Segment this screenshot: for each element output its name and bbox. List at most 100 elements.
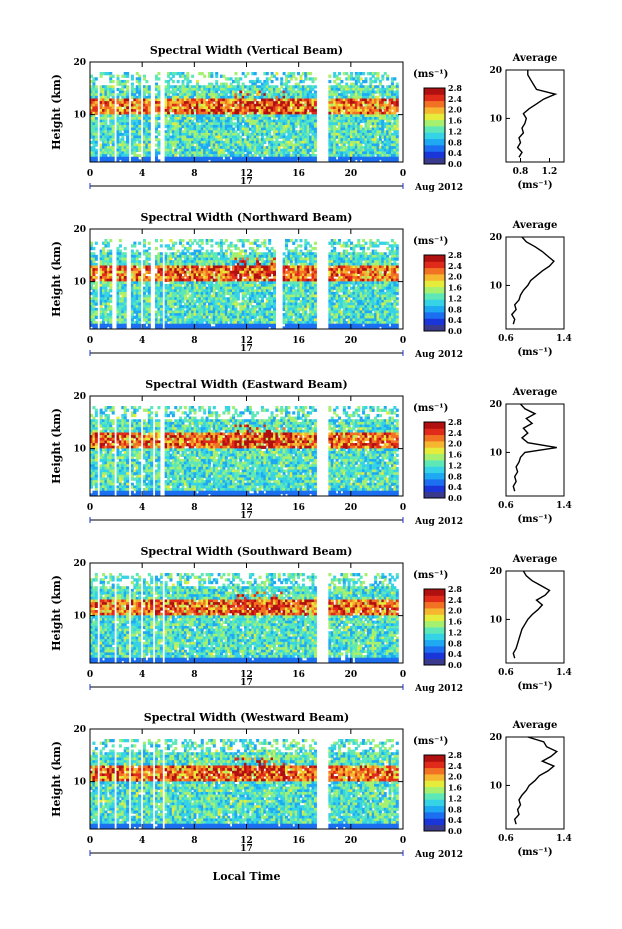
heatmap-cell xyxy=(169,122,173,126)
heatmap-cell xyxy=(207,127,211,131)
heatmap-cell xyxy=(227,154,231,158)
heatmap-cell xyxy=(210,82,214,86)
heatmap-cell xyxy=(183,154,187,158)
heatmap-cell xyxy=(224,321,228,325)
heatmap-cell xyxy=(350,146,354,150)
heatmap-cell xyxy=(222,140,226,145)
heatmap-cell xyxy=(186,117,190,121)
heatmap-cell xyxy=(106,111,110,115)
heatmap-cell xyxy=(181,154,185,158)
heatmap-cell xyxy=(381,130,385,134)
heatmap-cell xyxy=(198,156,202,160)
heatmap-cell xyxy=(253,122,257,126)
heatmap-cell xyxy=(395,103,399,108)
heatmap-cell xyxy=(186,114,190,118)
heatmap-cell xyxy=(263,79,267,84)
heatmap-cell xyxy=(195,260,199,264)
heatmap-cell xyxy=(99,305,103,309)
heatmap-cell xyxy=(142,114,146,118)
heatmap-cell xyxy=(215,278,219,282)
heatmap-cell xyxy=(362,101,366,105)
heatmap-cell xyxy=(287,151,291,155)
heatmap-cell xyxy=(224,106,228,110)
heatmap-cell xyxy=(270,156,274,160)
heatmap-cell xyxy=(236,159,240,162)
heatmap-cell xyxy=(229,109,233,113)
heatmap-cell xyxy=(205,278,209,282)
heatmap-cell xyxy=(212,297,216,301)
heatmap-cell xyxy=(224,307,228,312)
heatmap-cell xyxy=(118,307,122,312)
heatmap-cell xyxy=(330,114,334,118)
heatmap-cell xyxy=(297,72,301,76)
heatmap-cell xyxy=(138,130,142,134)
heatmap-cell xyxy=(145,305,149,309)
heatmap-cell xyxy=(289,109,293,113)
heatmap-cell xyxy=(393,132,397,137)
heatmap-cell xyxy=(106,72,110,76)
heatmap-cell xyxy=(217,95,221,100)
heatmap-cell xyxy=(299,156,303,160)
heatmap-cell xyxy=(215,326,219,329)
heatmap-cell xyxy=(138,79,142,84)
heatmap-cell xyxy=(116,87,120,92)
heatmap-cell xyxy=(174,119,178,123)
heatmap-cell xyxy=(272,119,276,123)
heatmap-cell xyxy=(198,302,202,306)
heatmap-cell xyxy=(169,297,173,301)
heatmap-cell xyxy=(102,299,106,304)
heatmap-cell xyxy=(90,74,94,78)
heatmap-cell xyxy=(212,140,216,145)
heatmap-cell xyxy=(289,117,293,121)
heatmap-cell xyxy=(253,95,257,100)
heatmap-cell xyxy=(313,148,317,153)
heatmap-cell xyxy=(191,302,195,306)
heatmap-cell xyxy=(171,106,175,110)
heatmap-cell xyxy=(155,124,159,129)
heatmap-cell xyxy=(183,98,187,102)
heatmap-cell xyxy=(287,146,291,150)
heatmap-cell xyxy=(200,109,204,113)
heatmap-cell xyxy=(258,143,262,147)
heatmap-cell xyxy=(376,95,380,100)
heatmap-cell xyxy=(371,98,375,102)
heatmap-cell xyxy=(229,77,233,81)
heatmap-cell xyxy=(130,307,134,312)
heatmap-cell xyxy=(157,297,161,301)
heatmap-cell xyxy=(232,294,236,298)
heatmap-cell xyxy=(366,72,370,76)
heatmap-cell xyxy=(248,127,252,131)
heatmap-cell xyxy=(251,122,255,126)
heatmap-cell xyxy=(236,297,240,301)
heatmap-cell xyxy=(186,132,190,137)
heatmap-cell xyxy=(186,315,190,320)
heatmap-cell xyxy=(222,117,226,121)
heatmap-cell xyxy=(210,130,214,134)
heatmap-cell xyxy=(133,138,137,142)
heatmap-cell xyxy=(234,156,238,160)
heatmap-cell xyxy=(212,95,216,100)
heatmap-cell xyxy=(328,79,332,84)
heatmap-cell xyxy=(248,111,252,115)
heatmap-cell xyxy=(142,278,146,282)
heatmap-cell xyxy=(347,122,351,126)
heatmap-cell xyxy=(386,151,390,155)
heatmap-cell xyxy=(106,273,110,277)
heatmap-cell xyxy=(236,257,240,261)
heatmap-cell xyxy=(138,241,142,245)
heatmap-cell xyxy=(289,85,293,89)
heatmap-cell xyxy=(234,254,238,259)
heatmap-cell xyxy=(337,85,341,89)
heatmap-cell xyxy=(135,302,139,306)
heatmap-cell xyxy=(171,244,175,248)
heatmap-cell xyxy=(176,254,180,259)
heatmap-cell xyxy=(258,159,262,162)
heatmap-cell xyxy=(102,90,106,94)
heatmap-cell xyxy=(220,326,224,329)
heatmap-cell xyxy=(186,262,190,267)
heatmap-cell xyxy=(157,276,161,280)
heatmap-cell xyxy=(277,98,281,102)
heatmap-cell xyxy=(222,127,226,131)
heatmap-cell xyxy=(193,151,197,155)
heatmap-cell xyxy=(395,95,399,100)
